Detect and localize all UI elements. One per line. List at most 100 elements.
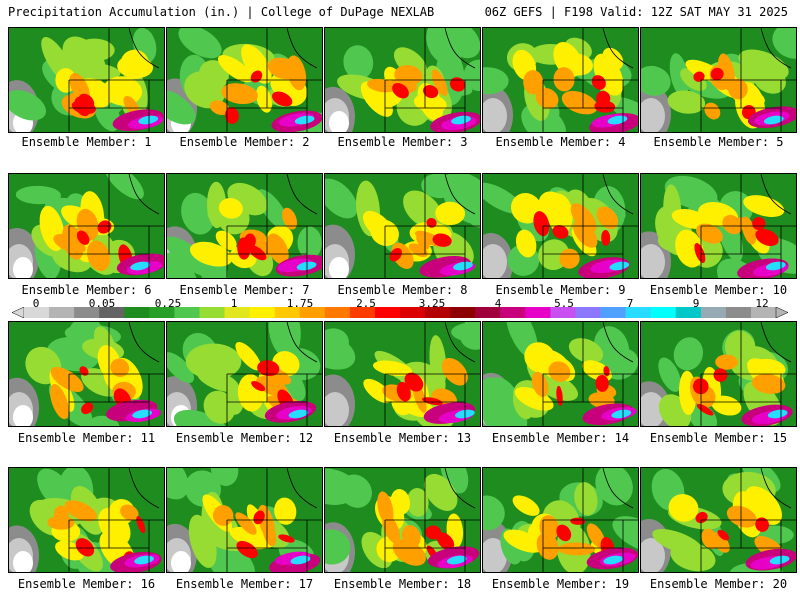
ensemble-member-map: [640, 321, 797, 427]
ensemble-member-label: Ensemble Member: 17: [175, 577, 314, 591]
ensemble-member-label: Ensemble Member: 19: [491, 577, 630, 591]
colorbar-swatch: [274, 307, 301, 318]
ensemble-member-map: [324, 467, 481, 573]
ensemble-member-label: Ensemble Member: 18: [333, 577, 472, 591]
colorbar-swatch: [299, 307, 326, 318]
ensemble-member-map: [8, 321, 165, 427]
colorbar-min-arrow: [12, 307, 25, 318]
colorbar-swatch: [49, 307, 75, 318]
precip-map: [167, 322, 322, 426]
ensemble-member-map: [482, 173, 639, 279]
colorbar-swatch: [149, 307, 175, 318]
ensemble-member-map: [8, 27, 165, 133]
colorbar-swatch: [199, 307, 225, 318]
precip-map: [641, 322, 796, 426]
colorbar: [12, 307, 788, 318]
precip-map: [325, 468, 480, 572]
colorbar-swatch: [400, 307, 426, 318]
precip-map: [641, 174, 796, 278]
chart-title: Precipitation Accumulation (in.) | Colle…: [8, 5, 435, 19]
precip-map: [325, 28, 480, 132]
ensemble-member-map: [166, 467, 323, 573]
colorbar-max-arrow: [775, 307, 788, 318]
ensemble-member-label: Ensemble Member: 16: [17, 577, 156, 591]
colorbar-swatch: [750, 307, 777, 318]
colorbar-swatch: [425, 307, 451, 318]
ensemble-member-label: Ensemble Member: 4: [495, 135, 626, 149]
ensemble-member-label: Ensemble Member: 8: [337, 283, 468, 297]
ensemble-member-map: [324, 321, 481, 427]
colorbar-tick-label: 12: [755, 297, 769, 310]
precip-map: [167, 468, 322, 572]
colorbar-tick-label: 1.75: [286, 297, 314, 310]
ensemble-member-label: Ensemble Member: 5: [653, 135, 784, 149]
colorbar-tick-label: 5.5: [554, 297, 574, 310]
precip-map: [9, 28, 164, 132]
ensemble-member-map: [640, 467, 797, 573]
precip-map: [641, 28, 796, 132]
colorbar-swatch: [99, 307, 125, 318]
colorbar-swatch: [24, 307, 50, 318]
ensemble-member-label: Ensemble Member: 10: [649, 283, 788, 297]
ensemble-member-label: Ensemble Member: 2: [179, 135, 310, 149]
colorbar-swatch: [525, 307, 551, 318]
ensemble-member-label: Ensemble Member: 20: [649, 577, 788, 591]
ensemble-member-label: Ensemble Member: 3: [337, 135, 468, 149]
ensemble-member-label: Ensemble Member: 1: [21, 135, 152, 149]
colorbar-swatch: [324, 307, 351, 318]
colorbar-swatch: [650, 307, 677, 318]
ensemble-member-map: [166, 321, 323, 427]
ensemble-member-map: [482, 467, 639, 573]
ensemble-member-map: [166, 173, 323, 279]
colorbar-swatch: [550, 307, 576, 318]
precip-map: [483, 28, 638, 132]
colorbar-swatch: [675, 307, 702, 318]
colorbar-tick-label: 1: [230, 297, 238, 310]
precip-map: [9, 468, 164, 572]
ensemble-member-label: Ensemble Member: 11: [17, 431, 156, 445]
precip-map: [9, 174, 164, 278]
ensemble-member-map: [482, 321, 639, 427]
precip-map: [483, 174, 638, 278]
colorbar-swatch: [450, 307, 476, 318]
precip-map: [325, 174, 480, 278]
colorbar-swatch: [174, 307, 200, 318]
colorbar-tick-label: 9: [692, 297, 700, 310]
colorbar-swatch: [349, 307, 376, 318]
precip-map: [483, 468, 638, 572]
precip-map: [483, 322, 638, 426]
ensemble-member-map: [324, 27, 481, 133]
colorbar-swatch: [224, 307, 250, 318]
colorbar-swatch: [625, 307, 652, 318]
precip-map: [167, 28, 322, 132]
colorbar-tick-label: 0: [32, 297, 40, 310]
ensemble-member-label: Ensemble Member: 6: [21, 283, 152, 297]
precip-map: [325, 322, 480, 426]
colorbar-swatch: [374, 307, 401, 318]
colorbar-swatch: [249, 307, 276, 318]
colorbar-swatch: [500, 307, 526, 318]
precip-map: [641, 468, 796, 572]
colorbar-tick-label: 0.25: [154, 297, 182, 310]
colorbar-tick-label: 0.05: [88, 297, 116, 310]
precip-map: [167, 174, 322, 278]
colorbar-swatch: [725, 307, 752, 318]
colorbar-swatch: [475, 307, 501, 318]
ensemble-member-label: Ensemble Member: 15: [649, 431, 788, 445]
colorbar-tick-label: 2.5: [356, 297, 376, 310]
ensemble-member-map: [166, 27, 323, 133]
colorbar-tick-label: 4: [494, 297, 502, 310]
colorbar-tick-label: 3.25: [418, 297, 446, 310]
ensemble-member-label: Ensemble Member: 12: [175, 431, 314, 445]
ensemble-member-map: [640, 27, 797, 133]
ensemble-member-map: [8, 173, 165, 279]
ensemble-member-map: [482, 27, 639, 133]
ensemble-member-map: [640, 173, 797, 279]
ensemble-member-label: Ensemble Member: 14: [491, 431, 630, 445]
colorbar-swatch: [700, 307, 727, 318]
ensemble-member-label: Ensemble Member: 9: [495, 283, 626, 297]
colorbar-swatch: [124, 307, 150, 318]
colorbar-swatch: [74, 307, 100, 318]
ensemble-member-map: [324, 173, 481, 279]
colorbar-tick-label: 7: [626, 297, 634, 310]
